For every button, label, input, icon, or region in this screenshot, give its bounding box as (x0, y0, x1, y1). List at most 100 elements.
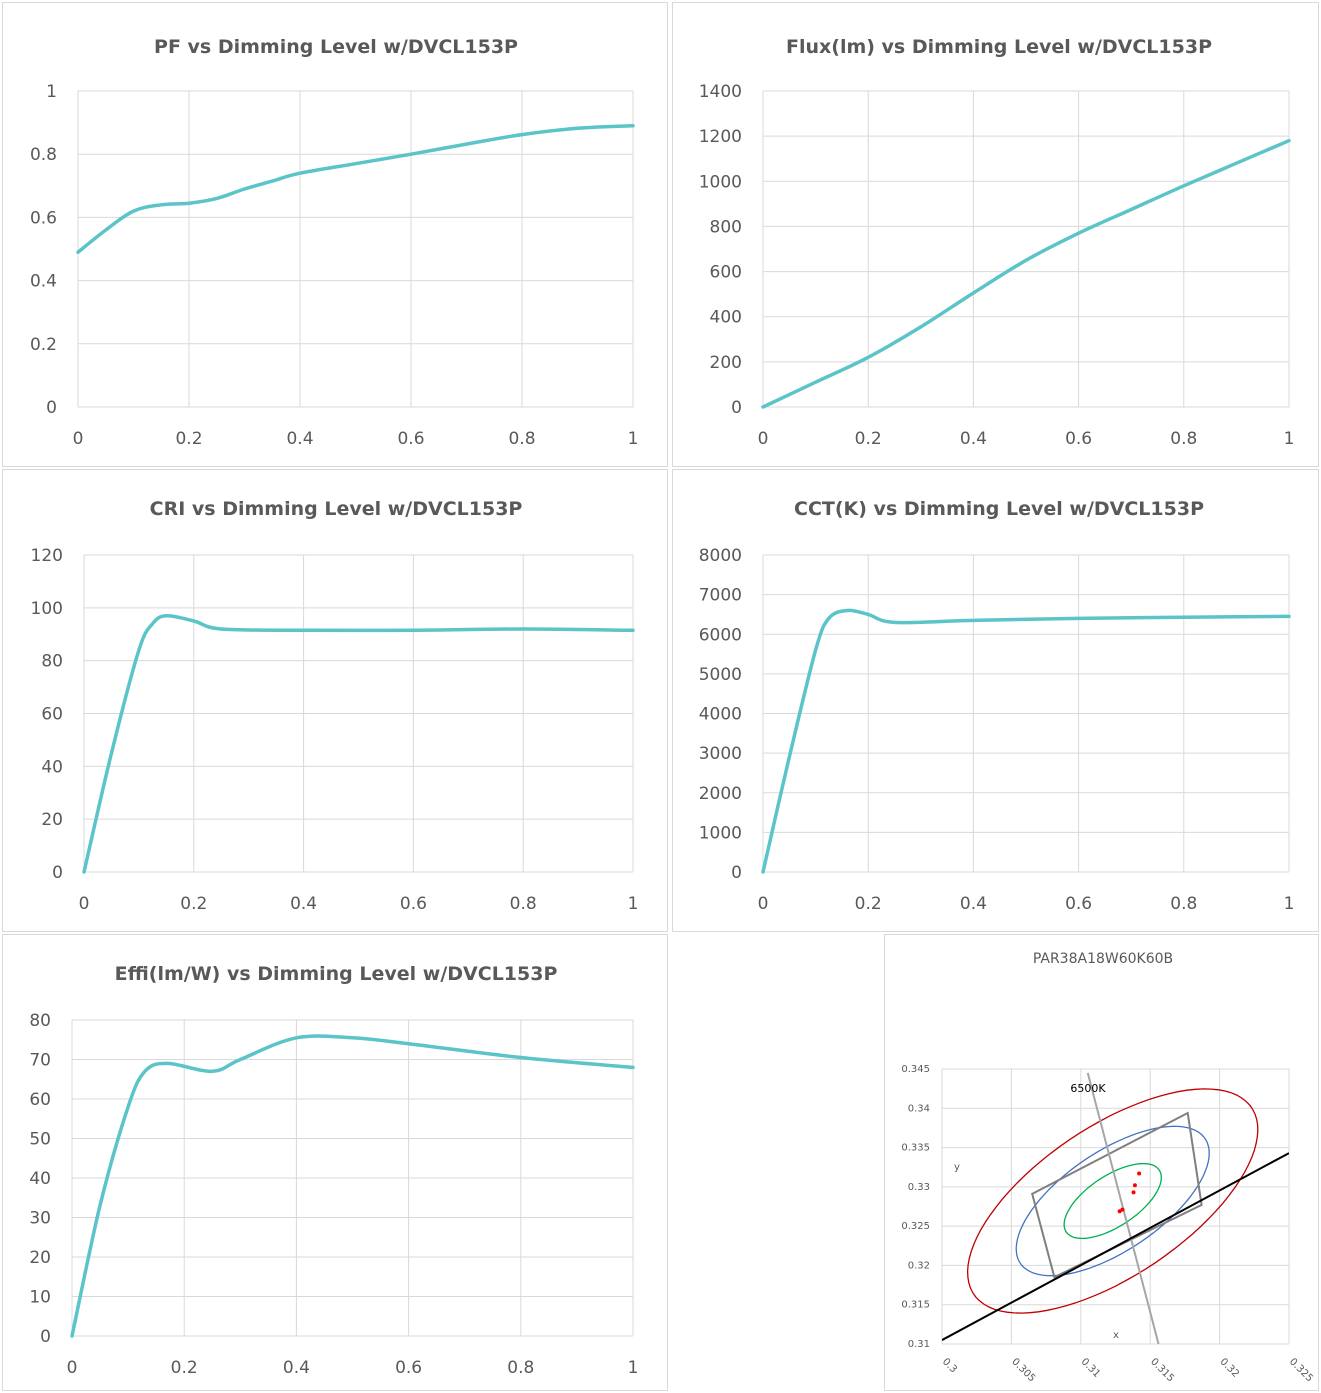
measurement-point (1137, 1171, 1142, 1176)
effi-ytick-label: 30 (29, 1209, 51, 1229)
effi-ytick-label: 80 (29, 1011, 51, 1031)
cri-ytick-label: 20 (41, 810, 63, 830)
cri-xtick-label: 0.8 (510, 894, 537, 914)
cri-xtick-label: 0.4 (290, 894, 317, 914)
cct-xtick-label: 0.8 (1170, 894, 1197, 914)
chromaticity-ytick-label: 0.345 (901, 1064, 930, 1075)
cct-ytick-label: 3000 (699, 744, 742, 764)
effi-series-line (70, 1034, 635, 1338)
macadam-ellipse (1063, 1162, 1162, 1240)
effi-ytick-label: 50 (29, 1130, 51, 1150)
blackbody-locus-line (942, 1152, 1289, 1341)
cct-chart: 0 1000 2000 3000 4000 5000 6000 7000 8000 0 0.2 0.4… (699, 498, 1295, 914)
pf-chart: 0 0.2 0.4 0.6 0.8 1 0 0.2 0.4 0.6 0.8 1 PF vs Dimmin… (30, 36, 639, 449)
pf-ytick-label: 0.8 (30, 145, 57, 165)
chart-panel-effi: 0 10 20 30 40 50 60 70 80 0 0.2 0.4 0.6 0.8 1 Effi(lm/W… (2, 934, 668, 1391)
flux-ytick-label: 1400 (699, 82, 742, 102)
cct-series-line (761, 608, 1291, 874)
cct-ytick-label: 8000 (699, 546, 742, 566)
flux-xtick-label: 0.6 (1065, 429, 1092, 449)
chromaticity-ytick-label: 0.325 (901, 1221, 930, 1232)
chromaticity-xtick-label: 0.32 (1217, 1356, 1241, 1380)
cct-ytick-label: 6000 (699, 625, 742, 645)
cri-xtick-label: 0 (79, 894, 90, 914)
pf-series-line (76, 124, 635, 254)
cri-ytick-label: 120 (31, 546, 63, 566)
effi-xtick-label: 0.4 (283, 1358, 310, 1378)
effi-xtick-label: 0.6 (395, 1358, 422, 1378)
effi-ytick-label: 40 (29, 1169, 51, 1189)
cct-xtick-label: 1 (1284, 894, 1295, 914)
flux-ytick-label: 800 (710, 217, 742, 237)
chromaticity-chart: 0.31 0.315 0.32 0.325 0.33 0.335 0.34 0.345 0.3 0… (901, 951, 1315, 1384)
chromaticity-xtick-label: 0.315 (1148, 1356, 1176, 1384)
chromaticity-chart-title: PAR38A18W60K60B (1033, 951, 1173, 967)
cct-xtick-label: 0.6 (1065, 894, 1092, 914)
flux-ytick-label: 1200 (699, 127, 742, 147)
cct-chart-title: CCT(K) vs Dimming Level w/DVCL153P (794, 498, 1204, 520)
flux-chart: 0 200 400 600 800 1000 1200 1400 0 0.2 0.4 0.6 0.8 1 F… (699, 36, 1295, 449)
chromaticity-xtick-label: 0.305 (1009, 1356, 1037, 1384)
flux-xtick-label: 0.2 (855, 429, 882, 449)
effi-ytick-label: 70 (29, 1051, 51, 1071)
cct-xtick-label: 0.4 (960, 894, 987, 914)
flux-xtick-label: 1 (1284, 429, 1295, 449)
chart-panel-pf: 0 0.2 0.4 0.6 0.8 1 0 0.2 0.4 0.6 0.8 1 PF vs Dimmin… (2, 2, 668, 467)
cct-xtick-label: 0 (758, 894, 769, 914)
pf-xtick-label: 0.6 (397, 429, 424, 449)
chromaticity-y-axis-label: y (954, 1162, 960, 1173)
pf-ytick-label: 0 (46, 398, 57, 418)
cct-annotation: 6500K (1070, 1082, 1106, 1095)
measurement-point (1120, 1207, 1125, 1212)
effi-ytick-label: 20 (29, 1248, 51, 1268)
pf-xtick-label: 0.2 (175, 429, 202, 449)
cri-ytick-label: 100 (31, 599, 63, 619)
chromaticity-ytick-label: 0.32 (908, 1260, 930, 1271)
measurement-point (1132, 1183, 1137, 1188)
effi-xtick-label: 0.8 (507, 1358, 534, 1378)
flux-ytick-label: 600 (710, 263, 742, 283)
chromaticity-xtick-label: 0.325 (1287, 1356, 1315, 1384)
cct-ytick-label: 4000 (699, 705, 742, 725)
flux-xtick-label: 0.8 (1170, 429, 1197, 449)
chromaticity-plot-area (942, 1072, 1289, 1344)
chart-panel-cri: 0 20 40 60 80 100 120 0 0.2 0.4 0.6 0.8 1 CRI vs Dimm… (2, 469, 668, 932)
pf-xtick-label: 0.4 (286, 429, 313, 449)
cct-ytick-label: 1000 (699, 823, 742, 843)
cct-xtick-label: 0.2 (855, 894, 882, 914)
chart-panel-chromaticity: 0.31 0.315 0.32 0.325 0.33 0.335 0.34 0.345 0.3 0… (884, 934, 1319, 1391)
ansi-quadrangle (1031, 1111, 1203, 1279)
chromaticity-ytick-label: 0.31 (908, 1339, 930, 1350)
pf-ytick-label: 0.4 (30, 272, 57, 292)
chromaticity-xtick-label: 0.31 (1079, 1356, 1103, 1380)
chromaticity-ytick-label: 0.315 (901, 1300, 930, 1311)
chart-panel-flux: 0 200 400 600 800 1000 1200 1400 0 0.2 0.4 0.6 0.8 1 F… (672, 2, 1319, 467)
cct-ytick-label: 0 (731, 863, 742, 883)
effi-ytick-label: 10 (29, 1288, 51, 1308)
pf-chart-title: PF vs Dimming Level w/DVCL153P (154, 36, 518, 58)
measurement-point (1131, 1190, 1136, 1195)
pf-xtick-label: 0 (73, 429, 84, 449)
cri-ytick-label: 60 (41, 705, 63, 725)
cri-series-line (82, 614, 635, 874)
effi-chart-title: Effi(lm/W) vs Dimming Level w/DVCL153P (115, 963, 558, 985)
chromaticity-x-axis-label: x (1113, 1330, 1119, 1341)
cri-ytick-label: 0 (52, 863, 63, 883)
chromaticity-ytick-label: 0.33 (908, 1182, 930, 1193)
pf-ytick-label: 0.6 (30, 208, 57, 228)
flux-chart-title: Flux(lm) vs Dimming Level w/DVCL153P (786, 36, 1212, 58)
flux-ytick-label: 400 (710, 308, 742, 328)
flux-xtick-label: 0 (758, 429, 769, 449)
chromaticity-ytick-label: 0.34 (908, 1103, 930, 1114)
chromaticity-ytick-label: 0.335 (901, 1143, 930, 1154)
effi-xtick-label: 0.2 (171, 1358, 198, 1378)
cri-ytick-label: 80 (41, 652, 63, 672)
pf-xtick-label: 1 (628, 429, 639, 449)
cri-xtick-label: 1 (628, 894, 639, 914)
flux-series-line (761, 138, 1291, 409)
effi-xtick-label: 0 (67, 1358, 78, 1378)
flux-ytick-label: 1000 (699, 172, 742, 192)
cct-ytick-label: 5000 (699, 665, 742, 685)
cri-chart-title: CRI vs Dimming Level w/DVCL153P (150, 498, 523, 520)
flux-ytick-label: 0 (731, 398, 742, 418)
